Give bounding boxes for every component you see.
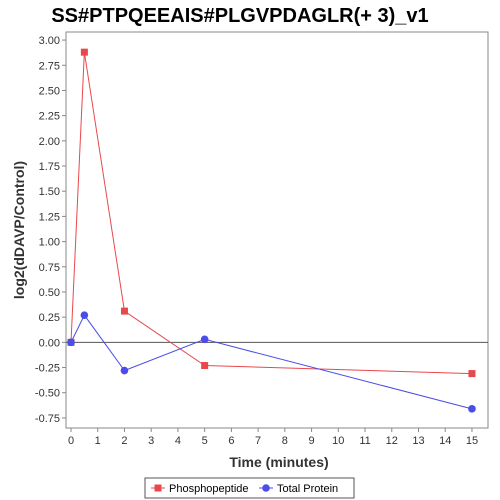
data-point-circle	[120, 366, 129, 375]
x-tick-label: 10	[332, 435, 344, 447]
x-tick-label: 6	[228, 435, 234, 447]
y-tick-label: 2.75	[39, 60, 60, 72]
y-tick-label: 1.00	[39, 237, 60, 249]
y-axis-label: log2(dDAVP/Control)	[11, 161, 27, 299]
data-point-square	[80, 48, 88, 56]
x-tick-label: 4	[175, 435, 181, 447]
legend-box	[144, 477, 355, 499]
legend: Phosphopeptide Total Protein	[144, 477, 355, 499]
data-point-square	[201, 362, 209, 370]
y-tick-label: 2.50	[39, 85, 60, 97]
legend-marker-square	[154, 484, 162, 492]
x-tick-label: 7	[255, 435, 261, 447]
y-tick-label: -0.75	[35, 413, 60, 425]
x-tick-label: 8	[282, 435, 288, 447]
x-tick-label: 5	[202, 435, 208, 447]
y-tick-label: 2.00	[39, 136, 60, 148]
x-tick-label: 0	[68, 435, 74, 447]
data-point-circle	[200, 335, 209, 344]
x-tick-label: 15	[466, 435, 478, 447]
y-tick-label: 0.75	[39, 262, 60, 274]
y-tick-label: 3.00	[39, 35, 60, 47]
x-tick-label: 13	[412, 435, 424, 447]
x-axis: 0 1 2 3 4 5 6 7 8 9 10 11 12 13 14 15	[68, 428, 478, 447]
x-tick-label: 2	[121, 435, 127, 447]
legend-label-1: Total Protein	[277, 483, 338, 495]
data-point-circle	[80, 311, 89, 319]
data-point-circle	[67, 338, 75, 347]
y-tick-label: 1.25	[39, 211, 60, 223]
y-tick-label: 2.25	[39, 111, 60, 123]
y-tick-label: 0.25	[39, 312, 60, 324]
y-axis: -0.75 -0.50 -0.25 0.00 0.25 0.50 0.75 1.00 1.25 1…	[35, 35, 66, 425]
legend-label-0: Phosphopeptide	[169, 483, 249, 495]
data-point-square	[468, 370, 476, 378]
x-axis-label: Time (minutes)	[229, 454, 328, 470]
x-tick-label: 11	[359, 435, 370, 447]
y-tick-label: 1.50	[39, 186, 60, 198]
x-tick-label: 3	[148, 435, 154, 447]
x-tick-label: 1	[95, 435, 101, 447]
data-point-circle	[468, 405, 476, 413]
x-tick-label: 14	[439, 435, 451, 447]
y-tick-label: -0.25	[35, 363, 60, 375]
x-tick-label: 9	[309, 435, 315, 447]
y-tick-label: -0.50	[35, 388, 60, 400]
plot-area	[65, 31, 489, 429]
y-tick-label: 0.00	[39, 337, 60, 349]
legend-marker-circle	[262, 484, 270, 492]
chart-title: SS#PTPQEEAIS#PLGVPDAGLR(+ 3)_v1	[51, 5, 428, 27]
y-tick-label: 0.50	[39, 287, 60, 299]
series-markers	[67, 48, 476, 413]
x-tick-label: 12	[386, 435, 398, 447]
y-tick-label: 1.75	[39, 161, 60, 173]
data-point-square	[120, 307, 128, 315]
